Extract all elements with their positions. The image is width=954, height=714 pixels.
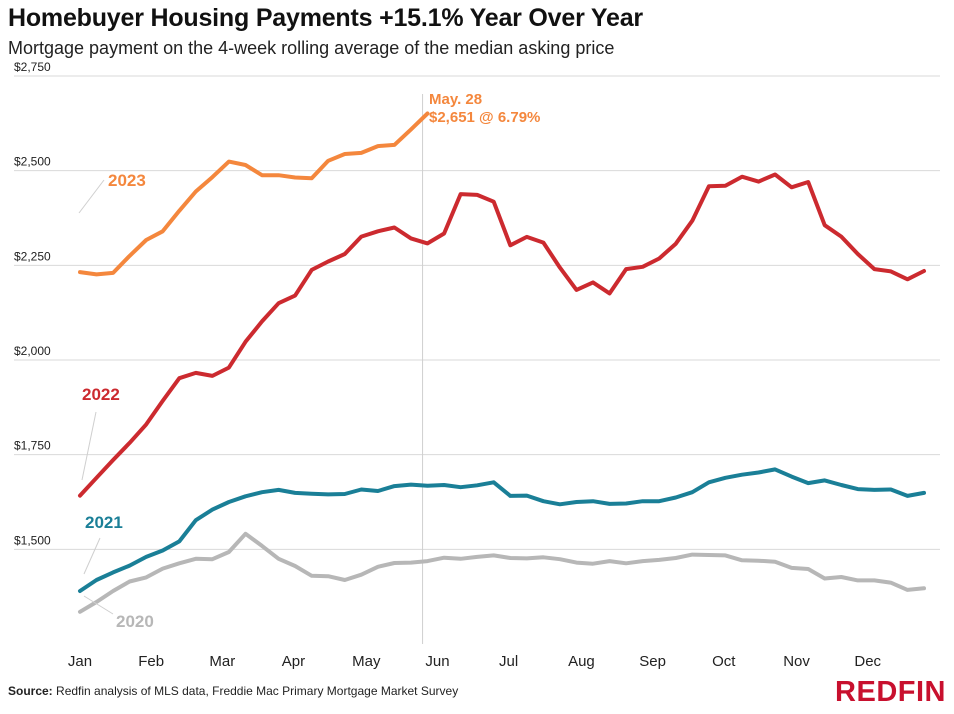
x-tick-label-may: May	[352, 653, 381, 670]
annotation-date: May. 28	[429, 91, 482, 108]
x-tick-label-dec: Dec	[854, 653, 881, 670]
x-tick-label-jun: Jun	[425, 653, 449, 670]
y-tick-label-2000: $2,000	[14, 344, 51, 358]
x-tick-label-sep: Sep	[639, 653, 666, 670]
x-tick-label-feb: Feb	[138, 653, 164, 670]
y-tick-label-2250: $2,250	[14, 249, 51, 263]
series-label-2020: 2020	[116, 612, 154, 631]
annotation-value: $2,651 @ 6.79%	[429, 109, 540, 126]
x-tick-label-nov: Nov	[783, 653, 810, 670]
x-tick-label-oct: Oct	[712, 653, 736, 670]
chart-subtitle: Mortgage payment on the 4-week rolling a…	[8, 38, 615, 58]
x-tick-label-apr: Apr	[282, 653, 305, 670]
redfin-logo: REDFIN	[835, 676, 946, 708]
y-tick-label-2500: $2,500	[14, 155, 51, 169]
y-tick-label-1750: $1,750	[14, 439, 51, 453]
y-tick-label-1500: $1,500	[14, 533, 51, 547]
series-label-2022: 2022	[82, 385, 120, 404]
series-line-2021	[78, 467, 926, 593]
series-line-2020	[78, 531, 926, 614]
x-tick-label-jan: Jan	[68, 653, 92, 670]
x-tick-label-aug: Aug	[568, 653, 595, 670]
source-label: Source:	[8, 684, 53, 698]
leader-line-2022	[81, 411, 97, 481]
leader-line-2023	[78, 179, 105, 214]
leader-line-2020	[83, 595, 114, 615]
series-label-2023: 2023	[108, 171, 146, 190]
chart-title: Homebuyer Housing Payments +15.1% Year O…	[8, 4, 643, 32]
series-label-2021: 2021	[85, 513, 123, 532]
series-line-2023	[78, 111, 430, 277]
x-tick-label-jul: Jul	[499, 653, 518, 670]
source-note: Source: Redfin analysis of MLS data, Fre…	[8, 684, 458, 698]
series-line-2022	[78, 172, 926, 498]
leader-line-2021	[83, 537, 101, 575]
source-text: Redfin analysis of MLS data, Freddie Mac…	[56, 684, 459, 698]
x-tick-label-mar: Mar	[209, 653, 235, 670]
y-tick-label-2750: $2,750	[14, 60, 51, 74]
